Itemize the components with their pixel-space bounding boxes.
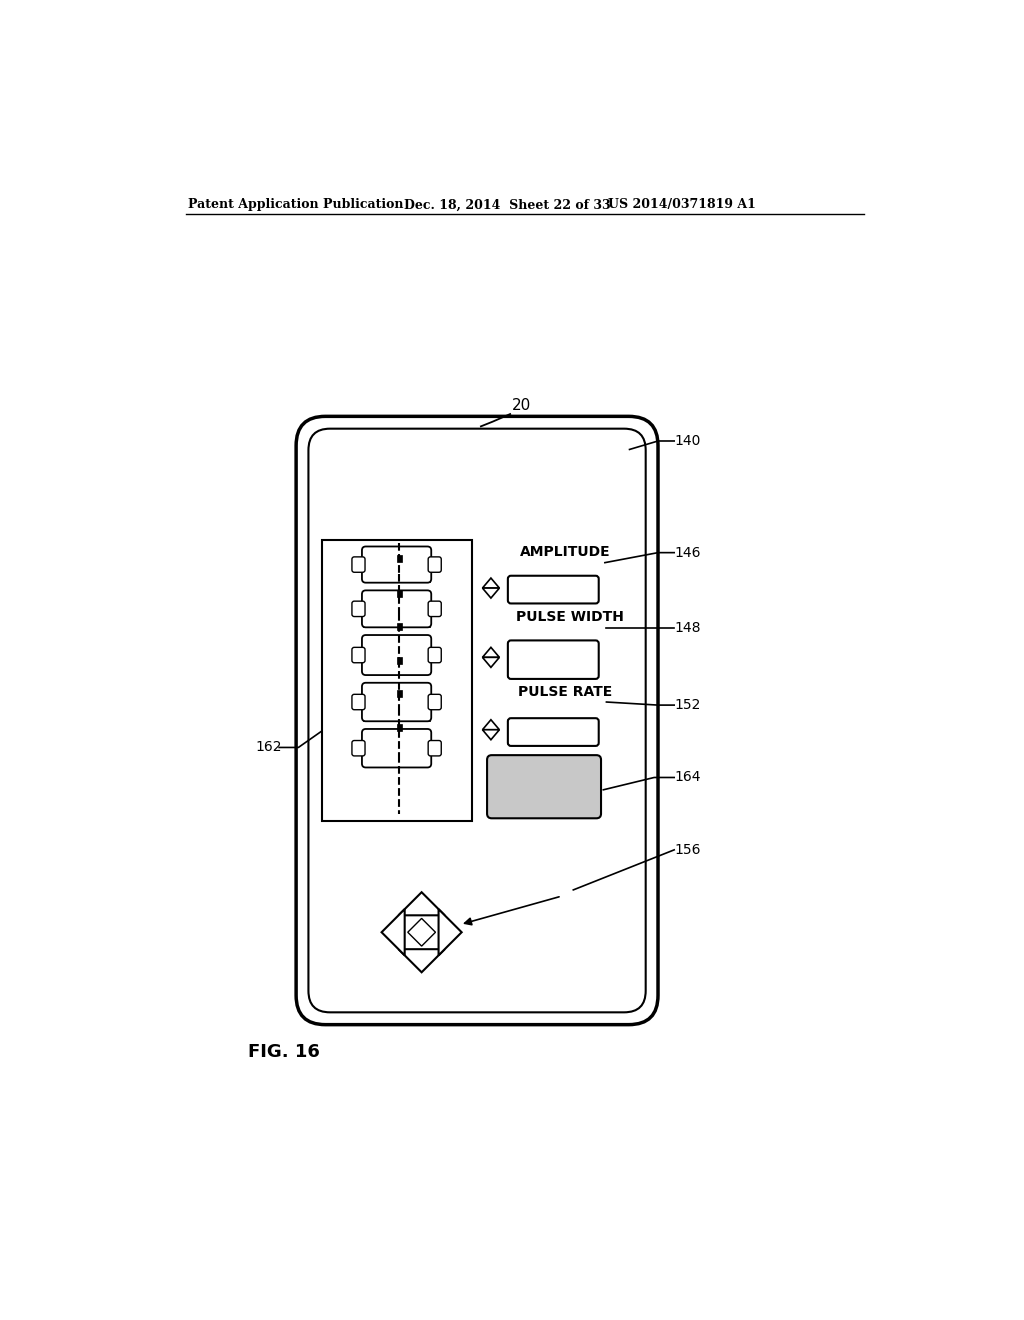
FancyBboxPatch shape: [508, 718, 599, 746]
FancyBboxPatch shape: [352, 647, 365, 663]
Text: 148: 148: [674, 622, 700, 635]
Bar: [396, 554, 402, 562]
Polygon shape: [398, 949, 444, 973]
Text: 152: 152: [674, 698, 700, 711]
FancyBboxPatch shape: [352, 557, 365, 573]
Polygon shape: [482, 647, 500, 657]
FancyBboxPatch shape: [308, 429, 646, 1012]
FancyBboxPatch shape: [361, 590, 431, 627]
FancyBboxPatch shape: [361, 729, 431, 767]
FancyBboxPatch shape: [352, 694, 365, 710]
Polygon shape: [482, 589, 500, 598]
FancyBboxPatch shape: [428, 601, 441, 616]
Text: FIG. 16: FIG. 16: [248, 1043, 319, 1061]
Bar: [396, 623, 402, 630]
Bar: [396, 725, 402, 731]
FancyBboxPatch shape: [428, 647, 441, 663]
FancyBboxPatch shape: [487, 755, 601, 818]
Text: 146: 146: [674, 545, 700, 560]
Text: Dec. 18, 2014  Sheet 22 of 33: Dec. 18, 2014 Sheet 22 of 33: [403, 198, 610, 211]
Text: 156: 156: [674, 843, 700, 857]
Bar: [396, 690, 402, 697]
FancyBboxPatch shape: [352, 741, 365, 756]
Bar: [396, 656, 402, 664]
Text: US 2014/0371819 A1: US 2014/0371819 A1: [608, 198, 756, 211]
Bar: [396, 590, 402, 597]
Polygon shape: [482, 730, 500, 739]
Text: 300: 300: [539, 645, 567, 660]
Polygon shape: [482, 719, 500, 730]
FancyBboxPatch shape: [361, 635, 431, 675]
FancyBboxPatch shape: [361, 546, 431, 582]
Text: 162: 162: [255, 741, 282, 755]
FancyBboxPatch shape: [361, 682, 431, 721]
Polygon shape: [382, 909, 404, 956]
Text: PULSE WIDTH: PULSE WIDTH: [515, 610, 624, 624]
Text: AMPLITUDE: AMPLITUDE: [520, 545, 611, 558]
FancyBboxPatch shape: [428, 557, 441, 573]
Polygon shape: [408, 919, 435, 946]
Polygon shape: [482, 657, 500, 668]
Text: ACTUAL: ACTUAL: [513, 780, 574, 793]
Text: 164: 164: [674, 771, 700, 784]
Text: 0.0 V: 0.0 V: [534, 582, 573, 597]
Text: IMAGE: IMAGE: [519, 793, 569, 808]
Text: 30 Hz: 30 Hz: [531, 725, 575, 739]
Polygon shape: [398, 892, 444, 915]
Polygon shape: [438, 909, 462, 956]
FancyBboxPatch shape: [296, 416, 658, 1024]
Text: 140: 140: [674, 434, 700, 447]
Polygon shape: [482, 578, 500, 589]
Text: VIEW: VIEW: [523, 766, 564, 780]
Text: Patent Application Publication: Patent Application Publication: [188, 198, 403, 211]
FancyBboxPatch shape: [352, 601, 365, 616]
FancyBboxPatch shape: [508, 576, 599, 603]
Bar: [322, 540, 472, 821]
Text: microsec: microsec: [522, 660, 585, 673]
FancyBboxPatch shape: [428, 694, 441, 710]
Text: 20: 20: [512, 397, 531, 412]
Text: PULSE RATE: PULSE RATE: [518, 685, 612, 700]
FancyBboxPatch shape: [428, 741, 441, 756]
FancyBboxPatch shape: [508, 640, 599, 678]
